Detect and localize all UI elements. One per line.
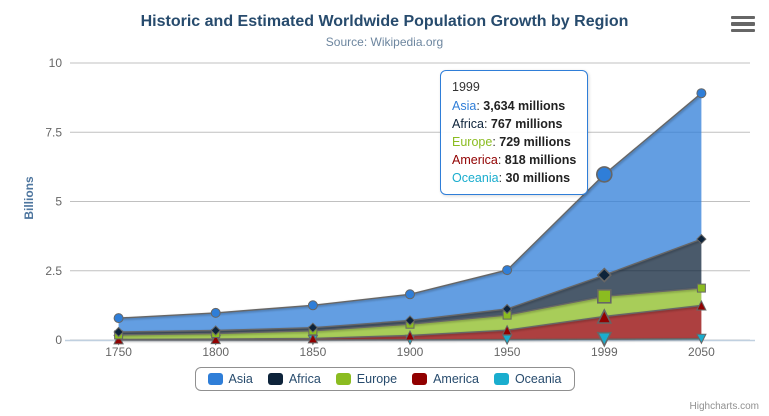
chart-subtitle: Source: Wikipedia.org: [325, 35, 444, 49]
svg-text:1750: 1750: [105, 345, 132, 359]
legend-swatch-asia: [207, 373, 223, 385]
svg-text:2.5: 2.5: [45, 264, 62, 278]
svg-text:0: 0: [55, 333, 62, 347]
menu-bar-icon: [731, 16, 755, 20]
chart-context-menu-button[interactable]: [731, 16, 755, 32]
markers-america[interactable]: [113, 299, 707, 345]
xaxis-labels: 1750 1800 1850 1900 1950 1999 2050: [105, 345, 715, 359]
legend-swatch-america: [412, 373, 428, 385]
legend-item-oceania[interactable]: Oceania: [493, 372, 562, 386]
legend-item-europe[interactable]: Europe: [335, 372, 398, 386]
svg-text:1999: 1999: [591, 345, 618, 359]
menu-bar-icon: [731, 22, 755, 26]
area-series-america: [118, 305, 702, 340]
area-series-africa: [118, 239, 702, 335]
menu-bar-icon: [731, 28, 755, 32]
markers-asia[interactable]: [113, 88, 707, 324]
legend-swatch-africa: [267, 373, 283, 385]
legend-label: Europe: [356, 372, 398, 386]
legend-swatch-oceania: [493, 373, 509, 385]
yaxis-labels: 0 2.5 5 7.5 10: [45, 56, 62, 347]
legend-item-asia[interactable]: Asia: [207, 372, 253, 386]
svg-text:1950: 1950: [494, 345, 521, 359]
yaxis-title: Billions: [22, 176, 36, 220]
chart-title: Historic and Estimated Worldwide Populat…: [140, 13, 629, 30]
chart-legend: Asia Africa Europe America Oceania: [194, 367, 575, 391]
svg-text:1800: 1800: [202, 345, 229, 359]
legend-item-africa[interactable]: Africa: [267, 372, 321, 386]
legend-item-america[interactable]: America: [412, 372, 479, 386]
svg-text:1850: 1850: [300, 345, 327, 359]
svg-text:5: 5: [55, 195, 62, 209]
markers-africa[interactable]: [113, 233, 707, 338]
svg-text:1900: 1900: [397, 345, 424, 359]
legend-label: Africa: [288, 372, 321, 386]
svg-text:2050: 2050: [688, 345, 715, 359]
svg-text:10: 10: [49, 56, 63, 70]
area-series-asia: [118, 93, 702, 332]
legend-label: Oceania: [514, 372, 562, 386]
legend-label: America: [433, 372, 479, 386]
legend-label: Asia: [228, 372, 253, 386]
credits-link[interactable]: Highcharts.com: [689, 401, 759, 412]
svg-text:7.5: 7.5: [45, 125, 62, 139]
legend-swatch-europe: [335, 373, 351, 385]
